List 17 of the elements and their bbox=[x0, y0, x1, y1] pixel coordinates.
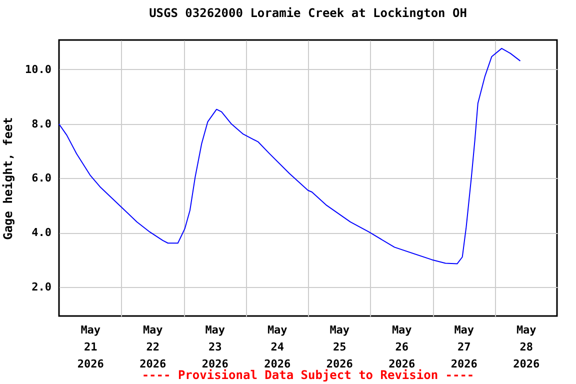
x-tick-label: May 25 2026 bbox=[326, 324, 354, 370]
x-tick-label: May 26 2026 bbox=[388, 324, 416, 370]
y-tick-label: 10.0 bbox=[25, 62, 52, 76]
text: ---- Provisional Data Subject to Revision ---- bbox=[142, 368, 474, 382]
x-tick-label: May 23 2026 bbox=[202, 324, 229, 370]
y-tick-label: 8.0 bbox=[32, 117, 52, 130]
x-tick-label: May 24 2026 bbox=[264, 324, 291, 370]
chart-title: USGS 03262000 Loramie Creek at Lockington OH bbox=[149, 6, 467, 20]
y-axis-title: Gage height, feet bbox=[1, 117, 16, 240]
x-tick-label: May 22 2026 bbox=[140, 324, 166, 370]
line-series bbox=[58, 48, 521, 264]
y-tick-label: 6.0 bbox=[32, 172, 52, 185]
y-tick-label: 4.0 bbox=[32, 226, 52, 240]
x-tick-label: May 27 2026 bbox=[450, 324, 478, 370]
x-tick-label: May 21 2026 bbox=[77, 324, 104, 370]
y-tick-label: 2.0 bbox=[32, 280, 52, 294]
x-tick-label: May 28 2026 bbox=[513, 324, 540, 370]
